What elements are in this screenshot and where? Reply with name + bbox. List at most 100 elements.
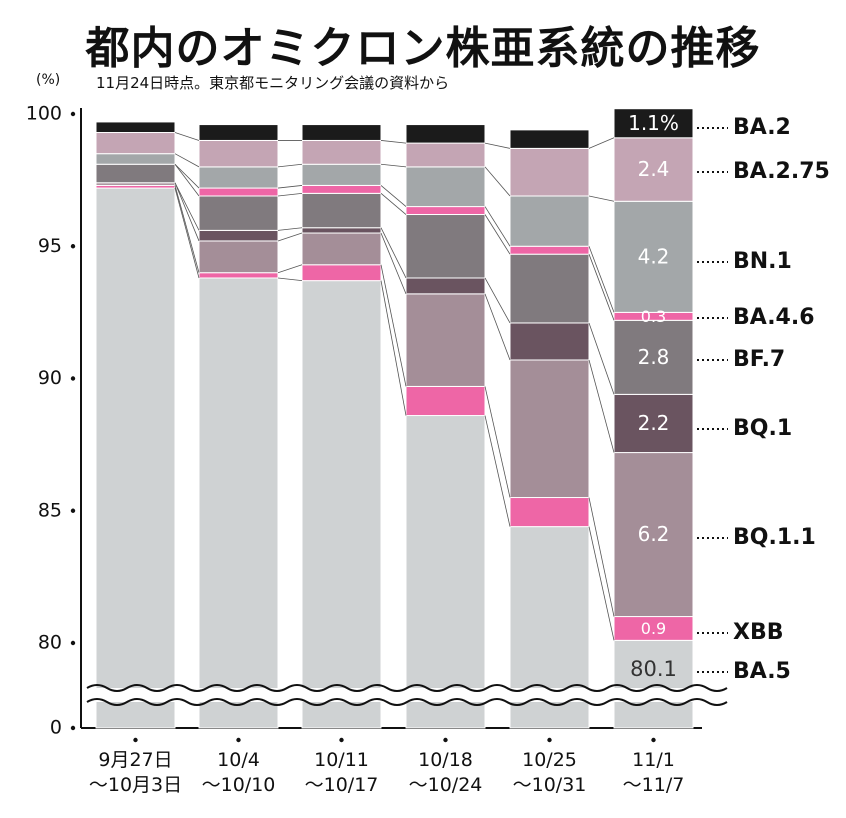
x-tick-label-date: 10/11: [314, 749, 369, 771]
connector-line: [588, 195, 615, 202]
x-tick-mark: [651, 737, 656, 743]
connector-line: [588, 137, 615, 149]
y-tick-mark: [70, 376, 76, 381]
x-tick-label-range: 〜10/10: [202, 774, 276, 796]
bar-segment-ba-2: [613, 108, 694, 139]
chart-title: 都内のオミクロン株亜系統の推移: [85, 23, 761, 74]
connector-line: [380, 280, 407, 416]
connector-line: [174, 187, 200, 279]
bar-segment-ba-2: [509, 129, 590, 149]
y-tick-label: 85: [38, 499, 62, 521]
connector-line: [380, 227, 407, 279]
connector-line: [277, 277, 303, 282]
connector-line: [174, 153, 200, 168]
data-label-bq-1: 2.2: [638, 411, 670, 435]
x-tick-mark: [339, 737, 344, 743]
x-tick-mark: [443, 737, 448, 743]
bar-segment-ba-2: [95, 121, 176, 134]
connector-line: [174, 185, 200, 273]
connector-line: [277, 185, 303, 189]
bar-segment-ba-2: [405, 124, 486, 144]
bar-segment-ba-2-75: [95, 132, 176, 155]
x-tick-mark: [236, 737, 241, 743]
bar-segment-ba-5: [95, 187, 176, 729]
data-label-bq-1-1: 6.2: [638, 522, 670, 546]
bar-segment-bn-1: [198, 166, 279, 189]
data-label-bn-1: 4.2: [638, 244, 670, 268]
connector-line: [174, 182, 200, 242]
x-tick-mark: [133, 737, 138, 743]
connector-line: [588, 526, 615, 641]
y-tick-label: 0: [50, 717, 62, 739]
bar-segment-ba-5: [613, 639, 694, 729]
bar-segment-ba-5: [198, 277, 279, 729]
data-label-ba-4-6: 0.3: [641, 307, 666, 326]
connector-line: [277, 264, 303, 274]
data-label-ba-5: 80.1: [630, 657, 677, 681]
bar-segment-xbb: [509, 497, 590, 528]
connector-line: [484, 206, 511, 247]
bar-segment-ba-2: [198, 124, 279, 141]
bar-segment-ba-2-75: [301, 139, 382, 165]
x-tick-label-range: 〜10/17: [305, 774, 379, 796]
bar-segment-ba-2: [301, 124, 382, 141]
y-tick-mark: [70, 508, 76, 513]
bar-segment-bq-1: [509, 322, 590, 361]
axis-break-line-top: [86, 684, 728, 692]
connector-line: [174, 182, 200, 231]
connector-line: [484, 277, 511, 324]
connector-line: [588, 497, 615, 617]
bar-segment-bq-1-1: [509, 359, 590, 499]
bar-segment-xbb: [405, 385, 486, 417]
connector-line: [484, 166, 511, 197]
bar-segment-bn-1: [613, 200, 694, 313]
y-tick-label: 100: [26, 103, 62, 125]
x-tick-label-date: 10/25: [522, 749, 577, 771]
bar-segment-ba-4-6: [405, 206, 486, 216]
series-label-ba-4-6: BA.4.6: [733, 305, 815, 330]
connector-line: [588, 246, 615, 313]
data-label-bf-7: 2.8: [638, 345, 670, 369]
axis-break-gap: [87, 688, 707, 702]
connector-line: [484, 293, 511, 361]
bar-segment-bq-1: [613, 393, 694, 454]
bar-segment-ba-4-6: [301, 184, 382, 194]
connector-line: [588, 359, 615, 453]
bar-segment-bf-7: [405, 214, 486, 279]
x-tick-label-date: 11/1: [632, 749, 675, 771]
x-tick-label-range: 〜10/24: [409, 774, 483, 796]
bar-segment-bn-1: [301, 163, 382, 186]
data-label-ba-2: 1.1%: [628, 111, 679, 135]
bar-segment-bn-1: [405, 166, 486, 208]
connector-line: [380, 193, 407, 215]
bar-segment-bq-1-1: [405, 293, 486, 387]
series-label-bn-1: BN.1: [733, 249, 792, 274]
bar-segment-bf-7: [198, 195, 279, 231]
bar-segment-bq-1-1: [301, 232, 382, 266]
connector-line: [174, 164, 200, 197]
bar-segment-ba-5: [405, 415, 486, 729]
bar-segment-ba-2-75: [613, 137, 694, 202]
connector-line: [174, 163, 200, 189]
connector-line: [380, 232, 407, 295]
connector-line: [484, 415, 511, 527]
connector-line: [588, 322, 615, 395]
bar-segment-bq-1-1: [198, 240, 279, 274]
connector-line: [484, 214, 511, 255]
bar-segment-bf-7: [509, 253, 590, 324]
y-tick-mark: [70, 111, 76, 117]
x-tick-label-date: 10/4: [217, 749, 260, 771]
bar-segment-ba-5: [301, 280, 382, 729]
series-label-xbb: XBB: [733, 620, 784, 645]
x-tick-label-range: 〜11/7: [623, 774, 685, 796]
connector-line: [277, 192, 303, 197]
bar-segment-bq-1: [301, 227, 382, 234]
bar-segment-bq-1: [405, 277, 486, 295]
connector-line: [484, 142, 511, 149]
x-tick-label-range: 〜10/31: [513, 774, 587, 796]
connector-line: [484, 386, 511, 498]
bar-segment-bn-1: [509, 195, 590, 247]
bar-segment-xbb: [301, 264, 382, 282]
series-label-ba-2-75: BA.2.75: [733, 159, 830, 184]
